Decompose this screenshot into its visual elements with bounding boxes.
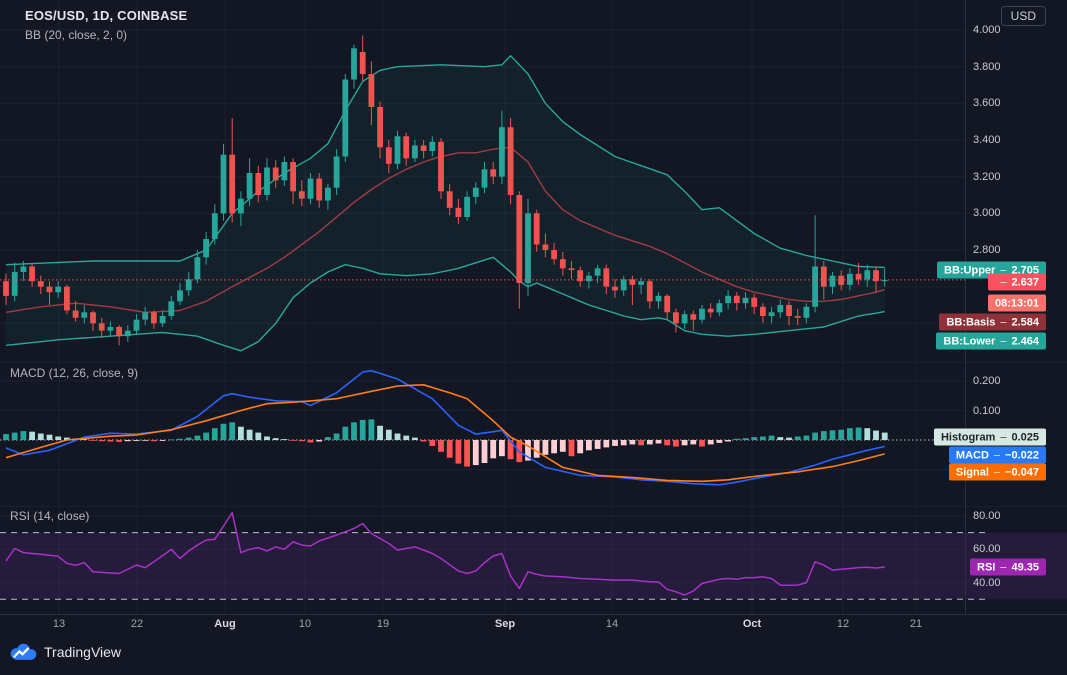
axis-tick-dash: – [1000, 276, 1007, 288]
currency-toggle-button[interactable]: USD [1000, 6, 1046, 26]
time-tick-label: 22 [130, 618, 144, 630]
rsi-line[interactable] [5, 511, 885, 596]
rsi-value-badge: RSI –49.35 [970, 558, 1046, 576]
bb-lower-badge: BB:Lower –2.464 [936, 332, 1046, 350]
macd-tick-label: 0.100 [973, 404, 1001, 417]
main-legend: EOS/USD, 1D, COINBASE BB (20, close, 2, … [25, 8, 187, 42]
pane-separators [0, 0, 1067, 615]
bb-upper-line[interactable] [5, 55, 885, 269]
bb-lower-line[interactable] [5, 256, 885, 352]
time-tick-label: Oct [742, 618, 762, 630]
time-tick-label: 12 [836, 618, 850, 630]
macd-histogram-series[interactable] [3, 419, 888, 467]
price-tick-label: 3.000 [973, 207, 1001, 220]
price-tick-label: 4.000 [973, 24, 1001, 36]
tradingview-logo-icon [10, 643, 37, 660]
time-tick-label: 21 [909, 618, 923, 630]
macd-tick-label: 0.200 [973, 375, 1001, 387]
macd-line[interactable] [5, 369, 885, 486]
grid-lines [0, 0, 965, 614]
axis-tick-dash: – [993, 466, 1001, 478]
price-tick-label: 3.600 [973, 97, 1001, 110]
symbol-title[interactable]: EOS/USD, 1D, COINBASE [25, 8, 188, 23]
bar-countdown-badge: 08:13:01 [987, 294, 1046, 312]
bb-basis-line[interactable] [5, 146, 885, 313]
tradingview-logo-text: TradingView [44, 644, 122, 660]
price-tick-label: 3.400 [973, 133, 1001, 146]
axis-tick-dash: – [993, 449, 1001, 461]
macd-indicator-legend[interactable]: MACD (12, 26, close, 9) [10, 366, 139, 380]
price-tick-label: 2.800 [973, 243, 1001, 256]
signal-value-badge: Signal – −0.047 [948, 463, 1046, 481]
axis-tick-dash: – [1000, 431, 1007, 443]
tradingview-logo[interactable]: TradingView [10, 643, 121, 661]
price-tick-label: 3.800 [973, 60, 1001, 73]
time-tick-label: 13 [52, 618, 66, 630]
rsi-tick-label: 40.00 [973, 576, 1001, 589]
macd-histogram-badge: Histogram –0.025 [933, 428, 1046, 446]
bb-basis-badge: BB:Basis –2.584 [939, 313, 1046, 331]
bb-fill [6, 55, 885, 351]
last-price-badge: –2.637 [988, 273, 1046, 291]
candlestick-series[interactable] [3, 35, 888, 346]
macd-value-badge: MACD – −0.022 [948, 446, 1046, 464]
time-tick-label: Aug [214, 618, 236, 630]
axis-tick-dash: – [1000, 561, 1007, 573]
time-tick-label: Sep [494, 618, 516, 630]
rsi-tick-label: 80.00 [973, 509, 1001, 522]
rsi-band [0, 532, 1067, 600]
time-tick-label: 10 [298, 618, 312, 630]
rsi-indicator-legend[interactable]: RSI (14, close) [10, 509, 90, 523]
time-tick-label: 19 [376, 618, 390, 630]
rsi-tick-label: 60.00 [973, 543, 1001, 556]
time-tick-label: 14 [605, 618, 619, 630]
macd-signal-line[interactable] [5, 383, 885, 483]
axis-tick-dash: – [1000, 264, 1007, 276]
axis-tick-dash: – [1000, 335, 1007, 347]
price-tick-label: 3.200 [973, 170, 1001, 183]
bb-indicator-legend[interactable]: BB (20, close, 2, 0) [25, 28, 128, 42]
axis-tick-dash: – [1000, 316, 1007, 328]
